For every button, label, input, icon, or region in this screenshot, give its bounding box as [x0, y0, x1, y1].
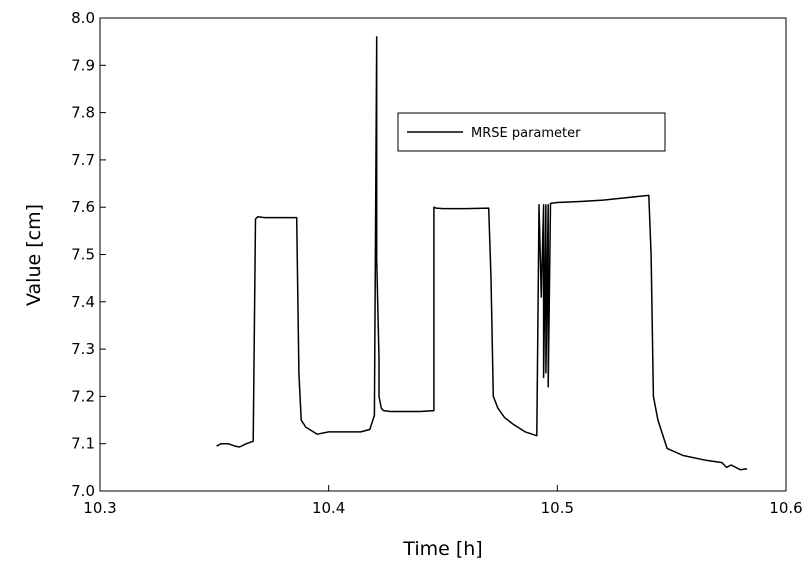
y-tick-label: 7.4 [71, 293, 95, 311]
x-tick-label: 10.5 [541, 499, 574, 517]
y-tick-label: 7.7 [71, 151, 95, 169]
x-tick-label: 10.4 [312, 499, 345, 517]
x-tick-label: 10.6 [769, 499, 802, 517]
y-tick-label: 7.8 [71, 104, 95, 122]
y-tick-label: 8.0 [71, 9, 95, 27]
y-axis-title: Value [cm] [23, 204, 45, 306]
y-tick-label: 7.3 [71, 340, 95, 358]
legend-label: MRSE parameter [471, 126, 581, 141]
y-tick-label: 7.1 [71, 435, 95, 453]
y-tick-label: 7.9 [71, 56, 95, 74]
x-axis-title: Time [h] [402, 538, 482, 560]
x-tick-label: 10.3 [83, 499, 116, 517]
y-axis: 7.0 7.1 7.2 7.3 7.4 7.5 7.6 7.7 7.8 7.9 8.0 [71, 9, 106, 500]
y-tick-label: 7.6 [71, 198, 95, 216]
series-line-mrse-parameter [216, 36, 748, 471]
y-tick-label: 7.5 [71, 246, 95, 264]
legend: MRSE parameter [397, 112, 666, 152]
plot-frame [99, 17, 787, 492]
y-tick-label: 7.2 [71, 387, 95, 405]
y-tick-label: 7.0 [71, 482, 95, 500]
x-axis: 10.3 10.4 10.5 10.6 [83, 485, 803, 517]
